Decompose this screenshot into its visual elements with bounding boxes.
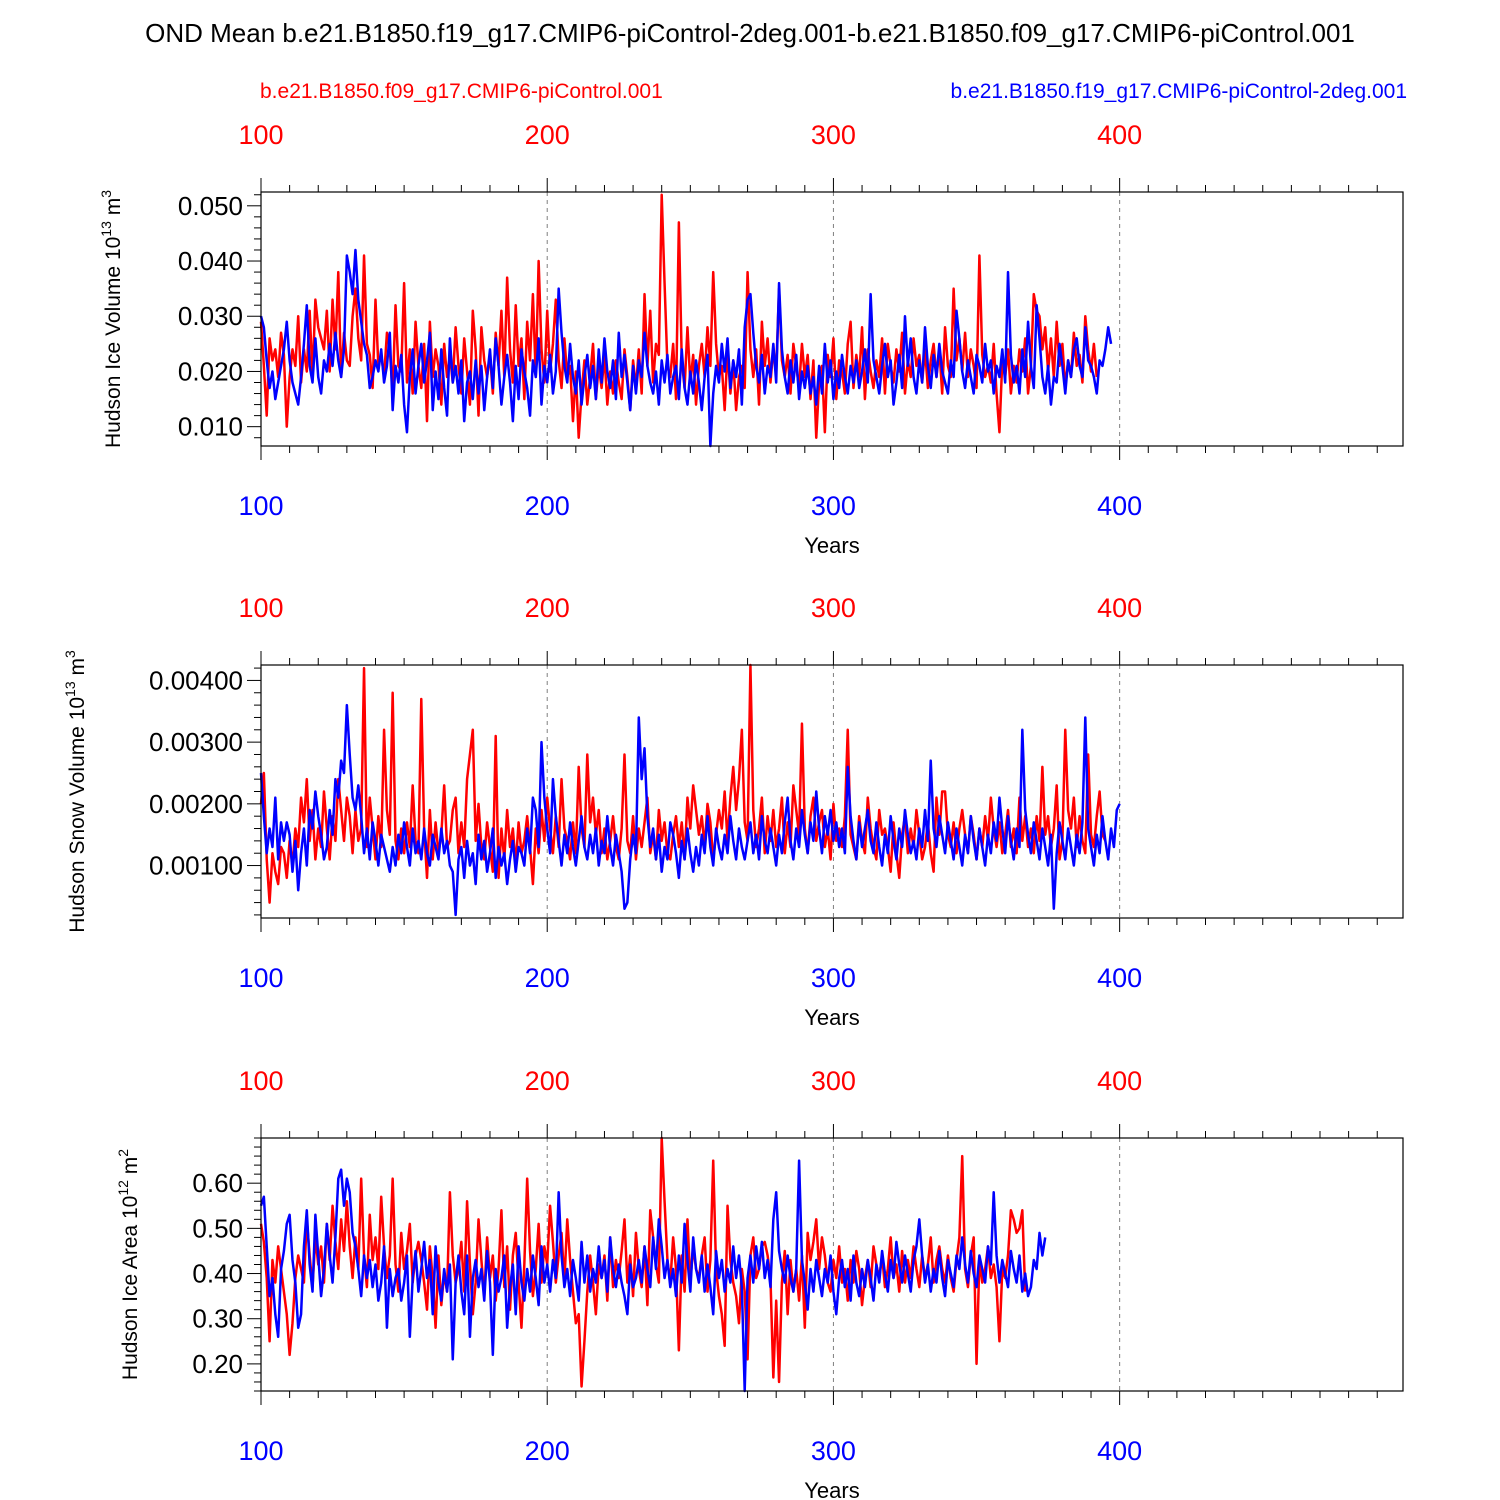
y-tick-label: 0.20	[192, 1349, 243, 1379]
y-tick-label: 0.50	[192, 1213, 243, 1243]
x-tick-label-bottom: 400	[1097, 491, 1142, 521]
y-tick-label: 0.050	[178, 191, 243, 221]
y-tick-label: 0.010	[178, 412, 243, 442]
x-tick-label-bottom: 300	[811, 491, 856, 521]
x-tick-label-top: 300	[811, 120, 856, 150]
series-line-blue	[259, 1159, 1047, 1393]
x-tick-label-bottom: 200	[525, 491, 570, 521]
y-tick-label: 0.60	[192, 1168, 243, 1198]
x-axis-label: Years	[804, 1478, 859, 1500]
series-line-red	[259, 663, 1107, 904]
x-tick-label-bottom: 100	[238, 963, 283, 993]
x-tick-label-bottom: 200	[525, 1436, 570, 1466]
chart-panel-2: 100 100 200 200 300 300 400 400 Years 0.00100 0.00…	[62, 593, 1404, 1030]
x-tick-label-bottom: 300	[811, 963, 856, 993]
x-axis-label: Years	[804, 1005, 859, 1030]
y-tick-label: 0.00300	[149, 727, 243, 757]
legend-red-label: b.e21.B1850.f09_g17.CMIP6-piControl.001	[260, 80, 663, 103]
y-axis-label: Hudson Snow Volume 1013 m3	[62, 650, 89, 933]
y-tick-label: 0.00100	[149, 851, 243, 881]
x-tick-label-bottom: 100	[238, 491, 283, 521]
x-tick-label-bottom: 400	[1097, 1436, 1142, 1466]
chart-panel-3: 100 100 200 200 300 300 400 400 Years 0.20 0.30 0.4…	[115, 1066, 1404, 1500]
x-tick-label-top: 200	[525, 120, 570, 150]
x-tick-label-bottom: 200	[525, 963, 570, 993]
x-tick-label-top: 100	[238, 1066, 283, 1096]
x-tick-label-top: 200	[525, 593, 570, 623]
y-tick-label: 0.040	[178, 246, 243, 276]
x-tick-label-top: 400	[1097, 1066, 1142, 1096]
y-axis-label: Hudson Ice Area 1012 m2	[115, 1149, 142, 1380]
chart-panel-1: 100 100 200 200 300 300 400 400 Years 0.010 0.020 0…	[98, 120, 1404, 558]
series-line-red	[259, 193, 1098, 439]
x-tick-label-top: 400	[1097, 593, 1142, 623]
y-tick-label: 0.40	[192, 1259, 243, 1289]
x-tick-label-top: 300	[811, 593, 856, 623]
x-tick-label-bottom: 400	[1097, 963, 1142, 993]
series-line-blue	[259, 248, 1113, 448]
x-tick-label-top: 100	[238, 593, 283, 623]
x-tick-label-top: 400	[1097, 120, 1142, 150]
y-tick-label: 0.030	[178, 301, 243, 331]
plot-frame	[260, 664, 1404, 919]
legend-blue-label: b.e21.B1850.f19_g17.CMIP6-piControl-2deg…	[950, 80, 1407, 103]
x-tick-label-top: 200	[525, 1066, 570, 1096]
y-tick-label: 0.00200	[149, 789, 243, 819]
x-tick-label-bottom: 100	[238, 1436, 283, 1466]
x-tick-label-top: 100	[238, 120, 283, 150]
series-line-blue	[259, 703, 1121, 917]
figure-title: OND Mean b.e21.B1850.f19_g17.CMIP6-piCon…	[145, 18, 1355, 48]
y-tick-label: 0.00400	[149, 665, 243, 695]
y-tick-label: 0.020	[178, 356, 243, 386]
x-axis-label: Years	[804, 533, 859, 558]
y-axis-label: Hudson Ice Volume 1013 m3	[98, 190, 125, 448]
plot-frame	[260, 191, 1404, 447]
x-tick-label-bottom: 300	[811, 1436, 856, 1466]
x-tick-label-top: 300	[811, 1066, 856, 1096]
y-tick-label: 0.30	[192, 1304, 243, 1334]
